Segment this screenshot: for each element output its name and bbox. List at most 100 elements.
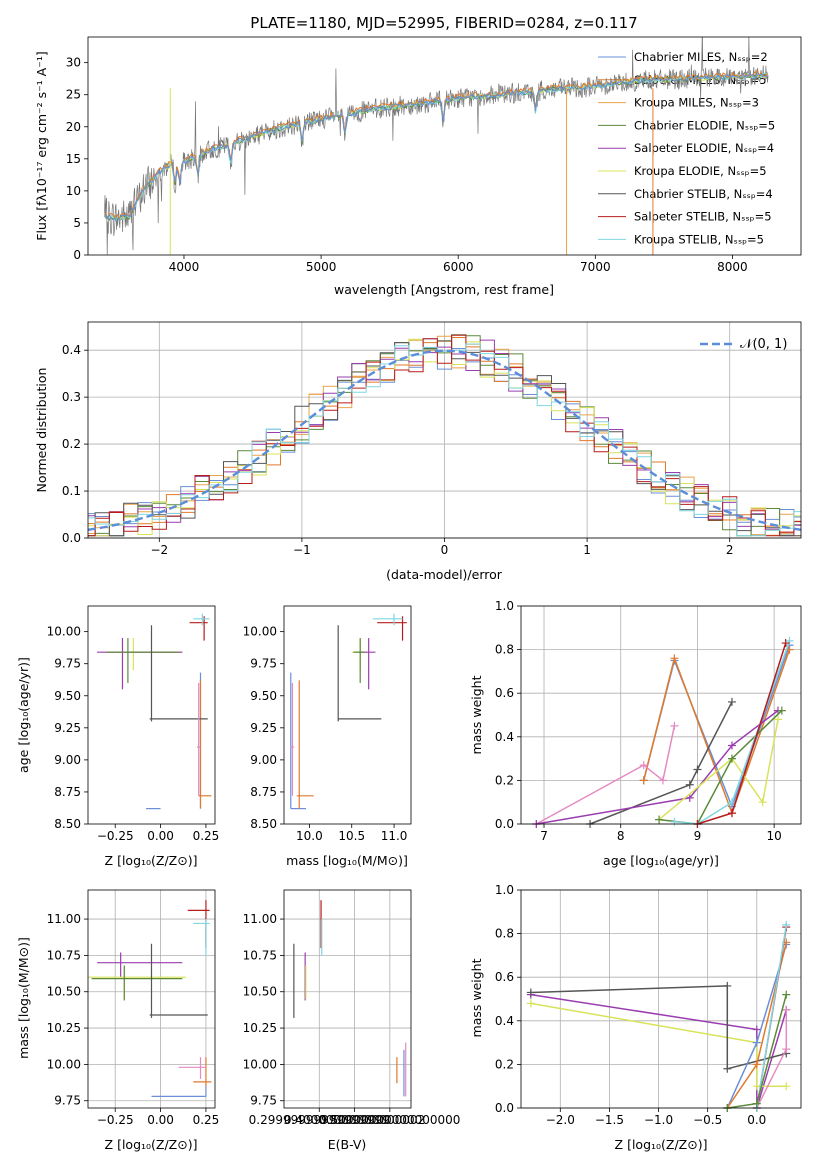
spectrum-xtick-label: 4000 xyxy=(169,260,200,274)
weight-vs-age-ytick-label: 0.2 xyxy=(495,773,514,787)
mass-vs-ebv-ytick-label: 10.50 xyxy=(243,985,277,999)
weight-vs-age-point-marker xyxy=(658,776,667,785)
mass-vs-ebv-ytick-label: 9.75 xyxy=(250,1094,277,1108)
residual-legend-label: 𝒩(0, 1) xyxy=(740,337,787,352)
weight-vs-metallicity-ytick-label: 0.0 xyxy=(495,1101,514,1115)
mass-vs-ebv-ytick-label: 10.00 xyxy=(243,1057,277,1071)
weight-vs-age-series-line xyxy=(589,701,733,825)
age-vs-metallicity-ytick-label: 9.00 xyxy=(54,753,81,767)
spectrum-xtick-label: 8000 xyxy=(717,260,748,274)
weight-vs-metallicity-point-marker xyxy=(782,1082,791,1091)
weight-vs-metallicity-xtick-label: −1.5 xyxy=(595,1113,624,1127)
residual-histogram-step xyxy=(88,338,801,537)
weight-vs-age-ytick-label: 0.8 xyxy=(495,643,514,657)
spectrum-legend-label: Kroupa STELIB, Nₛₛₚ=5 xyxy=(634,232,764,246)
age-vs-metallicity-ytick-label: 9.75 xyxy=(54,657,81,671)
weight-vs-metallicity-xlabel: Z [log₁₀(Z/Z⊙)] xyxy=(615,1137,708,1152)
spectrum-ytick-label: 5 xyxy=(73,216,81,230)
age-vs-mass-panel: mass [log₁₀(M/M⊙)] 10.0 10.5 11.0 8.50 8.75 9… xyxy=(243,605,412,868)
weight-vs-age-point-marker xyxy=(785,636,794,645)
age-vs-metallicity-xtick-label: 0.00 xyxy=(147,829,174,843)
mass-vs-metallicity-ylabel: mass [log₁₀(M/M⊙)] xyxy=(16,937,31,1059)
age-vs-mass-ytick-label: 9.25 xyxy=(250,721,277,735)
residual-xtick-label: 1 xyxy=(583,543,591,557)
mass-vs-ebv-ytick-label: 10.25 xyxy=(243,1021,277,1035)
weight-vs-metallicity-frame xyxy=(520,889,802,1109)
weight-vs-age-ytick-label: 0.0 xyxy=(495,817,514,831)
age-vs-mass-ytick-label: 9.75 xyxy=(250,657,277,671)
weight-vs-metallicity-ytick-label: 0.4 xyxy=(495,1014,514,1028)
spectrum-model-line xyxy=(104,72,768,222)
weight-vs-age-point-marker xyxy=(727,809,736,818)
weight-vs-age-xlabel: age [log₁₀(age/yr)] xyxy=(603,853,719,868)
spectrum-model-line xyxy=(104,72,768,221)
mass-vs-metallicity-ytick-label: 11.00 xyxy=(47,912,81,926)
age-vs-metallicity-xlabel: Z [log₁₀(Z/Z⊙)] xyxy=(105,853,198,868)
weight-vs-age-xtick-label: 10 xyxy=(767,829,782,843)
gaussian-curve xyxy=(87,349,802,531)
weight-vs-age-point-marker xyxy=(777,706,786,715)
spectrum-legend-label: Chabrier ELODIE, Nₛₛₚ=5 xyxy=(634,118,775,132)
mass-vs-metallicity-xtick-label: 0.25 xyxy=(193,1113,220,1127)
age-vs-metallicity-frame xyxy=(87,605,216,825)
age-vs-mass-ytick-label: 8.75 xyxy=(250,785,277,799)
mass-vs-ebv-panel: E(B-V) 0.299999999999999990.400000000000… xyxy=(243,889,460,1152)
weight-vs-metallicity-point-marker xyxy=(752,1099,761,1108)
weight-vs-metallicity-ytick-label: 1.0 xyxy=(495,883,514,897)
spectrum-frame xyxy=(87,36,802,256)
weight-vs-age-series-line xyxy=(535,725,676,825)
weight-vs-metallicity-point-marker xyxy=(782,1045,791,1054)
weight-vs-metallicity-panel: Z [log₁₀(Z/Z⊙)] mass weight −2.0 −1.5 −1.0… xyxy=(469,883,802,1152)
mass-vs-metallicity-ytick-label: 9.75 xyxy=(54,1094,81,1108)
mass-vs-ebv-xtick-label: 0.29999999999999999 xyxy=(249,1113,390,1127)
age-vs-mass-xlabel: mass [log₁₀(M/M⊙)] xyxy=(286,853,408,868)
mass-vs-metallicity-panel: Z [log₁₀(Z/Z⊙)] mass [log₁₀(M/M⊙)] −0.25… xyxy=(16,889,220,1152)
spectrum-legend-label: Salpeter STELIB, Nₛₛₚ=5 xyxy=(634,210,772,224)
residual-xtick-label: −1 xyxy=(293,543,311,557)
spectrum-panel: wavelength [Angstrom, rest frame] Flux [… xyxy=(34,36,802,297)
weight-vs-metallicity-ytick-label: 0.2 xyxy=(495,1057,514,1071)
residual-ytick-label: 0.0 xyxy=(62,531,81,545)
weight-vs-metallicity-xtick-label: 0.0 xyxy=(747,1113,766,1127)
spectrum-ytick-label: 25 xyxy=(66,88,81,102)
weight-vs-age-point-marker xyxy=(727,798,736,807)
mass-vs-metallicity-frame xyxy=(87,889,216,1109)
age-vs-metallicity-panel: Z [log₁₀(Z/Z⊙)] age [log₁₀(age/yr)] −0.2… xyxy=(16,605,219,868)
spectrum-ytick-label: 30 xyxy=(66,56,81,70)
age-vs-mass-ytick-label: 8.50 xyxy=(250,817,277,831)
spectrum-xtick-label: 5000 xyxy=(306,260,337,274)
weight-vs-age-point-marker xyxy=(758,798,767,807)
weight-vs-age-point-marker xyxy=(639,776,648,785)
mass-vs-ebv-ytick-label: 11.00 xyxy=(243,912,277,926)
residual-ylabel: Normed distribution xyxy=(34,368,49,493)
spectrum-legend-label: Salpeter ELODIE, Nₛₛₚ=4 xyxy=(634,141,774,155)
weight-vs-age-point-marker xyxy=(670,721,679,730)
mass-vs-metallicity-ytick-label: 10.50 xyxy=(47,985,81,999)
mass-vs-metallicity-ytick-label: 10.75 xyxy=(47,948,81,962)
weight-vs-metallicity-point-marker xyxy=(752,1038,761,1047)
weight-vs-age-point-marker xyxy=(639,761,648,770)
residual-xtick-label: −2 xyxy=(150,543,168,557)
residual-ytick-label: 0.2 xyxy=(62,437,81,451)
spectrum-xtick-label: 7000 xyxy=(580,260,611,274)
weight-vs-age-frame xyxy=(520,605,802,825)
spectrum-ytick-label: 20 xyxy=(66,120,81,134)
residual-histogram-step xyxy=(88,335,801,537)
spectrum-xlabel: wavelength [Angstrom, rest frame] xyxy=(334,282,554,297)
weight-vs-metallicity-point-marker xyxy=(782,920,791,929)
weight-vs-age-series-line xyxy=(536,710,779,825)
spectrum-ytick-label: 0 xyxy=(73,248,81,262)
weight-vs-age-xtick-label: 9 xyxy=(694,829,702,843)
age-vs-metallicity-ytick-label: 10.00 xyxy=(47,625,81,639)
weight-vs-age-series-line xyxy=(642,644,791,809)
mass-vs-ebv-xlabel: E(B-V) xyxy=(328,1137,367,1152)
spectrum-ylabel: Flux [fλ10⁻¹⁷ erg cm⁻² s⁻¹ A⁻¹] xyxy=(34,51,49,240)
weight-vs-age-point-marker xyxy=(685,793,694,802)
weight-vs-metallicity-point-marker xyxy=(723,981,732,990)
weight-vs-metallicity-point-marker xyxy=(723,1064,732,1073)
age-vs-metallicity-ytick-label: 8.50 xyxy=(54,817,81,831)
mass-vs-metallicity-ytick-label: 10.00 xyxy=(47,1057,81,1071)
mass-vs-metallicity-ytick-label: 10.25 xyxy=(47,1021,81,1035)
mass-vs-ebv-xtick-label: 0.50000000000000000 xyxy=(319,1113,460,1127)
mass-vs-metallicity-xtick-label: 0.00 xyxy=(147,1113,174,1127)
